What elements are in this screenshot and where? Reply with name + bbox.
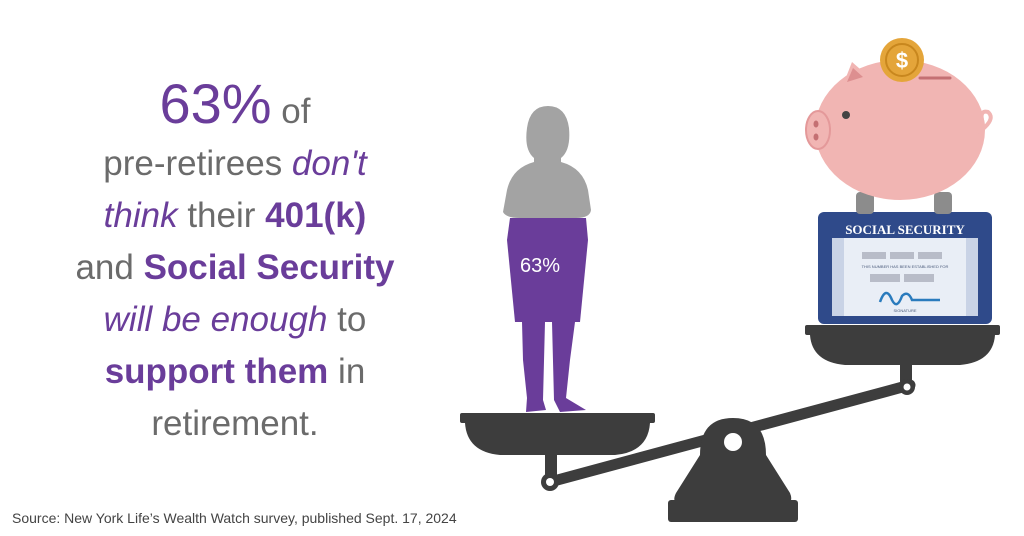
headline-text: retirement.	[151, 404, 319, 443]
headline-bold: Social Security	[143, 248, 395, 287]
headline-line-5: will be enough to	[20, 294, 450, 346]
headline-line-4: and Social Security	[20, 242, 450, 294]
headline-text: in	[328, 352, 366, 391]
card-subline: THIS NUMBER HAS BEEN ESTABLISHED FOR	[862, 264, 949, 269]
social-security-card-icon: SOCIAL SECURITY THIS NUMBER HAS BEEN EST…	[818, 212, 992, 324]
coin-icon: $	[880, 38, 924, 82]
headline-line-6: support them in	[20, 346, 450, 398]
headline-bold: 401(k)	[265, 196, 367, 235]
headline-line-1: 63% of	[20, 76, 450, 138]
headline-bold: support them	[104, 352, 329, 391]
skirt-label: 63%	[520, 255, 560, 277]
piggy-bank-icon	[805, 60, 993, 214]
card-signature-label: SIGNATURE	[893, 308, 916, 313]
scale-icon	[460, 325, 1000, 522]
headline: 63% of pre-retirees don't think their 40…	[20, 76, 450, 450]
woman-silhouette-icon: 63%	[503, 106, 591, 412]
headline-text: pre-retirees	[103, 144, 292, 183]
card-title: SOCIAL SECURITY	[845, 222, 965, 237]
headline-emphasis: will be enough	[103, 300, 328, 339]
source-note: Source: New York Life’s Wealth Watch sur…	[12, 510, 457, 526]
headline-text: to	[327, 300, 367, 339]
headline-line-7: retirement.	[20, 398, 450, 450]
stat-value: 63%	[159, 72, 272, 135]
headline-line-2: pre-retirees don't	[20, 138, 450, 190]
headline-emphasis: don't	[291, 144, 367, 183]
headline-line-3: think their 401(k)	[20, 190, 450, 242]
headline-text: and	[75, 248, 144, 287]
headline-emphasis: think	[103, 196, 178, 235]
headline-text: of	[271, 92, 311, 131]
headline-text: their	[177, 196, 266, 235]
svg-text:$: $	[896, 48, 908, 73]
